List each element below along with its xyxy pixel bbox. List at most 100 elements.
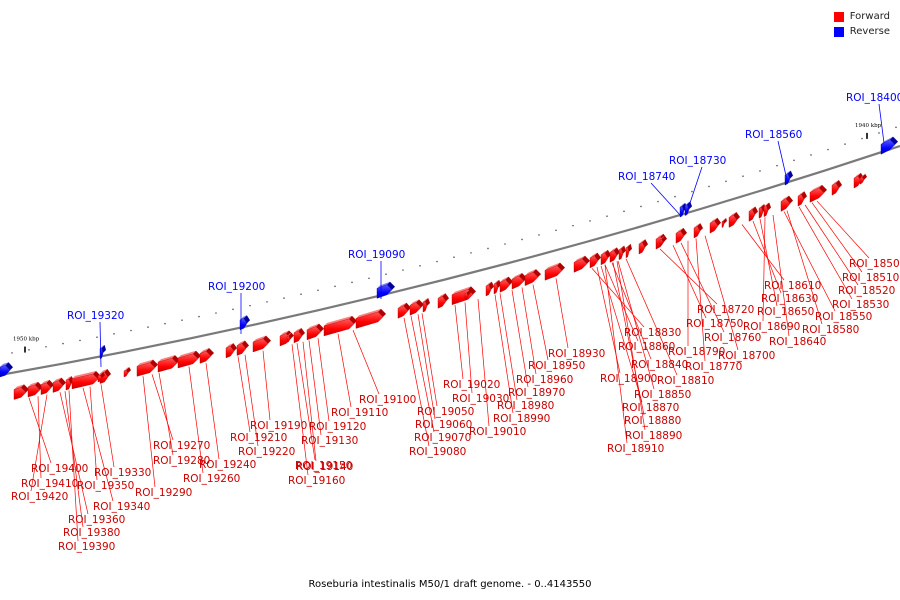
forward-gene bbox=[323, 315, 357, 337]
forward-gene-label: ROI_19120 bbox=[309, 421, 366, 433]
forward-gene-label: ROI_19030 bbox=[452, 393, 509, 405]
forward-gene-label: ROI_18840 bbox=[631, 359, 688, 371]
minor-tick-dot bbox=[164, 322, 166, 325]
leader-line bbox=[142, 376, 156, 488]
leader-line bbox=[158, 372, 174, 456]
forward-gene-label: ROI_18700 bbox=[718, 350, 775, 362]
legend-item-forward: Forward bbox=[833, 9, 890, 24]
minor-tick-dot bbox=[793, 159, 795, 162]
forward-gene bbox=[355, 308, 386, 329]
leader-line bbox=[786, 210, 823, 325]
minor-tick-dot bbox=[11, 352, 13, 354]
forward-gene bbox=[464, 289, 471, 300]
gene-labels: ROI_19320 ROI_19200 ROI_19090 ROI_18740 ROI_… bbox=[11, 92, 900, 553]
leader-line bbox=[296, 343, 316, 461]
leader-line bbox=[464, 302, 473, 394]
forward-gene-label: ROI_18630 bbox=[761, 293, 818, 305]
forward-gene-label: ROI_18930 bbox=[548, 348, 605, 360]
forward-gene-label: ROI_18850 bbox=[634, 389, 691, 401]
leader-line bbox=[262, 350, 271, 421]
leader-line bbox=[237, 356, 251, 433]
minor-tick-dot bbox=[198, 315, 200, 318]
leader-line bbox=[659, 248, 718, 305]
minor-tick-dot bbox=[368, 277, 370, 280]
forward-gene bbox=[177, 350, 201, 369]
minor-tick-dot bbox=[300, 293, 302, 296]
forward-gene-label: ROI_19420 bbox=[11, 491, 68, 503]
leader-line bbox=[777, 140, 788, 181]
forward-gene bbox=[71, 370, 101, 390]
leader-line bbox=[421, 313, 438, 407]
forward-gene-label: ROI_18640 bbox=[769, 336, 826, 348]
minor-tick-dot bbox=[572, 224, 574, 227]
forward-gene-label: ROI_18520 bbox=[838, 285, 895, 297]
forward-gene-label: ROI_19100 bbox=[359, 394, 416, 406]
leader-line bbox=[611, 262, 652, 360]
forward-gene bbox=[600, 249, 611, 266]
reverse-gene bbox=[376, 281, 395, 299]
genome-backbone bbox=[0, 144, 900, 377]
label-leader-lines bbox=[28, 103, 885, 542]
minor-tick-dot bbox=[249, 304, 251, 307]
forward-gene bbox=[437, 293, 449, 309]
minor-tick-dot bbox=[317, 289, 319, 292]
forward-gene bbox=[625, 243, 632, 259]
leader-line bbox=[555, 278, 569, 349]
forward-gene-label: ROI_18530 bbox=[832, 299, 889, 311]
minor-tick-dot bbox=[215, 312, 217, 314]
minor-tick-dot bbox=[742, 175, 744, 177]
minor-tick-dot bbox=[470, 252, 472, 254]
leader-line bbox=[151, 374, 174, 441]
leader-line bbox=[205, 363, 220, 460]
forward-gene bbox=[97, 372, 105, 383]
forward-gene bbox=[573, 255, 590, 273]
forward-gene bbox=[236, 340, 249, 356]
minor-tick-dot bbox=[844, 143, 846, 145]
forward-gene bbox=[199, 348, 214, 364]
leader-line bbox=[244, 354, 259, 447]
forward-gene bbox=[721, 217, 727, 228]
forward-gene-label: ROI_19060 bbox=[415, 419, 472, 431]
forward-gene-label: ROI_19050 bbox=[417, 406, 474, 418]
minor-tick-dot bbox=[181, 319, 183, 321]
minor-tick-dot bbox=[436, 260, 438, 263]
leader-line bbox=[811, 202, 863, 273]
minor-tick-dot bbox=[453, 256, 455, 259]
leader-line bbox=[704, 235, 739, 351]
leader-line bbox=[752, 220, 782, 294]
forward-gene-label: ROI_19330 bbox=[94, 467, 151, 479]
forward-gene-label: ROI_18960 bbox=[516, 374, 573, 386]
minor-tick-dot bbox=[351, 281, 353, 284]
minor-tick-dot bbox=[419, 265, 421, 267]
minor-tick-dot bbox=[725, 180, 727, 183]
minor-tick-dot bbox=[555, 229, 557, 232]
minor-tick-dot bbox=[504, 243, 506, 245]
leader-line bbox=[499, 293, 518, 401]
forward-gene bbox=[728, 212, 740, 228]
forward-gene bbox=[780, 195, 793, 212]
leader-line bbox=[650, 182, 682, 217]
forward-gene-label: ROI_19350 bbox=[77, 480, 134, 492]
minor-tick-dots bbox=[11, 126, 897, 354]
forward-gene-label: ROI_19210 bbox=[230, 432, 287, 444]
forward-gene bbox=[40, 379, 54, 395]
forward-gene bbox=[618, 245, 626, 261]
forward-gene-label: ROI_19340 bbox=[93, 501, 150, 513]
leader-line bbox=[188, 366, 204, 474]
map-caption: Roseburia intestinalis M50/1 draft genom… bbox=[308, 579, 592, 590]
forward-gene-label: ROI_19080 bbox=[409, 446, 466, 458]
leader-line bbox=[308, 340, 322, 436]
leader-line bbox=[28, 397, 52, 464]
forward-gene-label: ROI_18830 bbox=[624, 327, 681, 339]
forward-gene-label: ROI_19380 bbox=[63, 527, 120, 539]
leader-line bbox=[64, 391, 84, 528]
minor-tick-dot bbox=[130, 329, 132, 332]
leader-line bbox=[99, 321, 102, 368]
tick-label: 1950 kbp bbox=[13, 337, 40, 343]
forward-gene-label: ROI_18510 bbox=[842, 272, 899, 284]
minor-tick-dot bbox=[45, 345, 47, 348]
leader-line bbox=[302, 341, 317, 462]
forward-gene bbox=[157, 355, 180, 373]
forward-gene bbox=[52, 377, 66, 393]
